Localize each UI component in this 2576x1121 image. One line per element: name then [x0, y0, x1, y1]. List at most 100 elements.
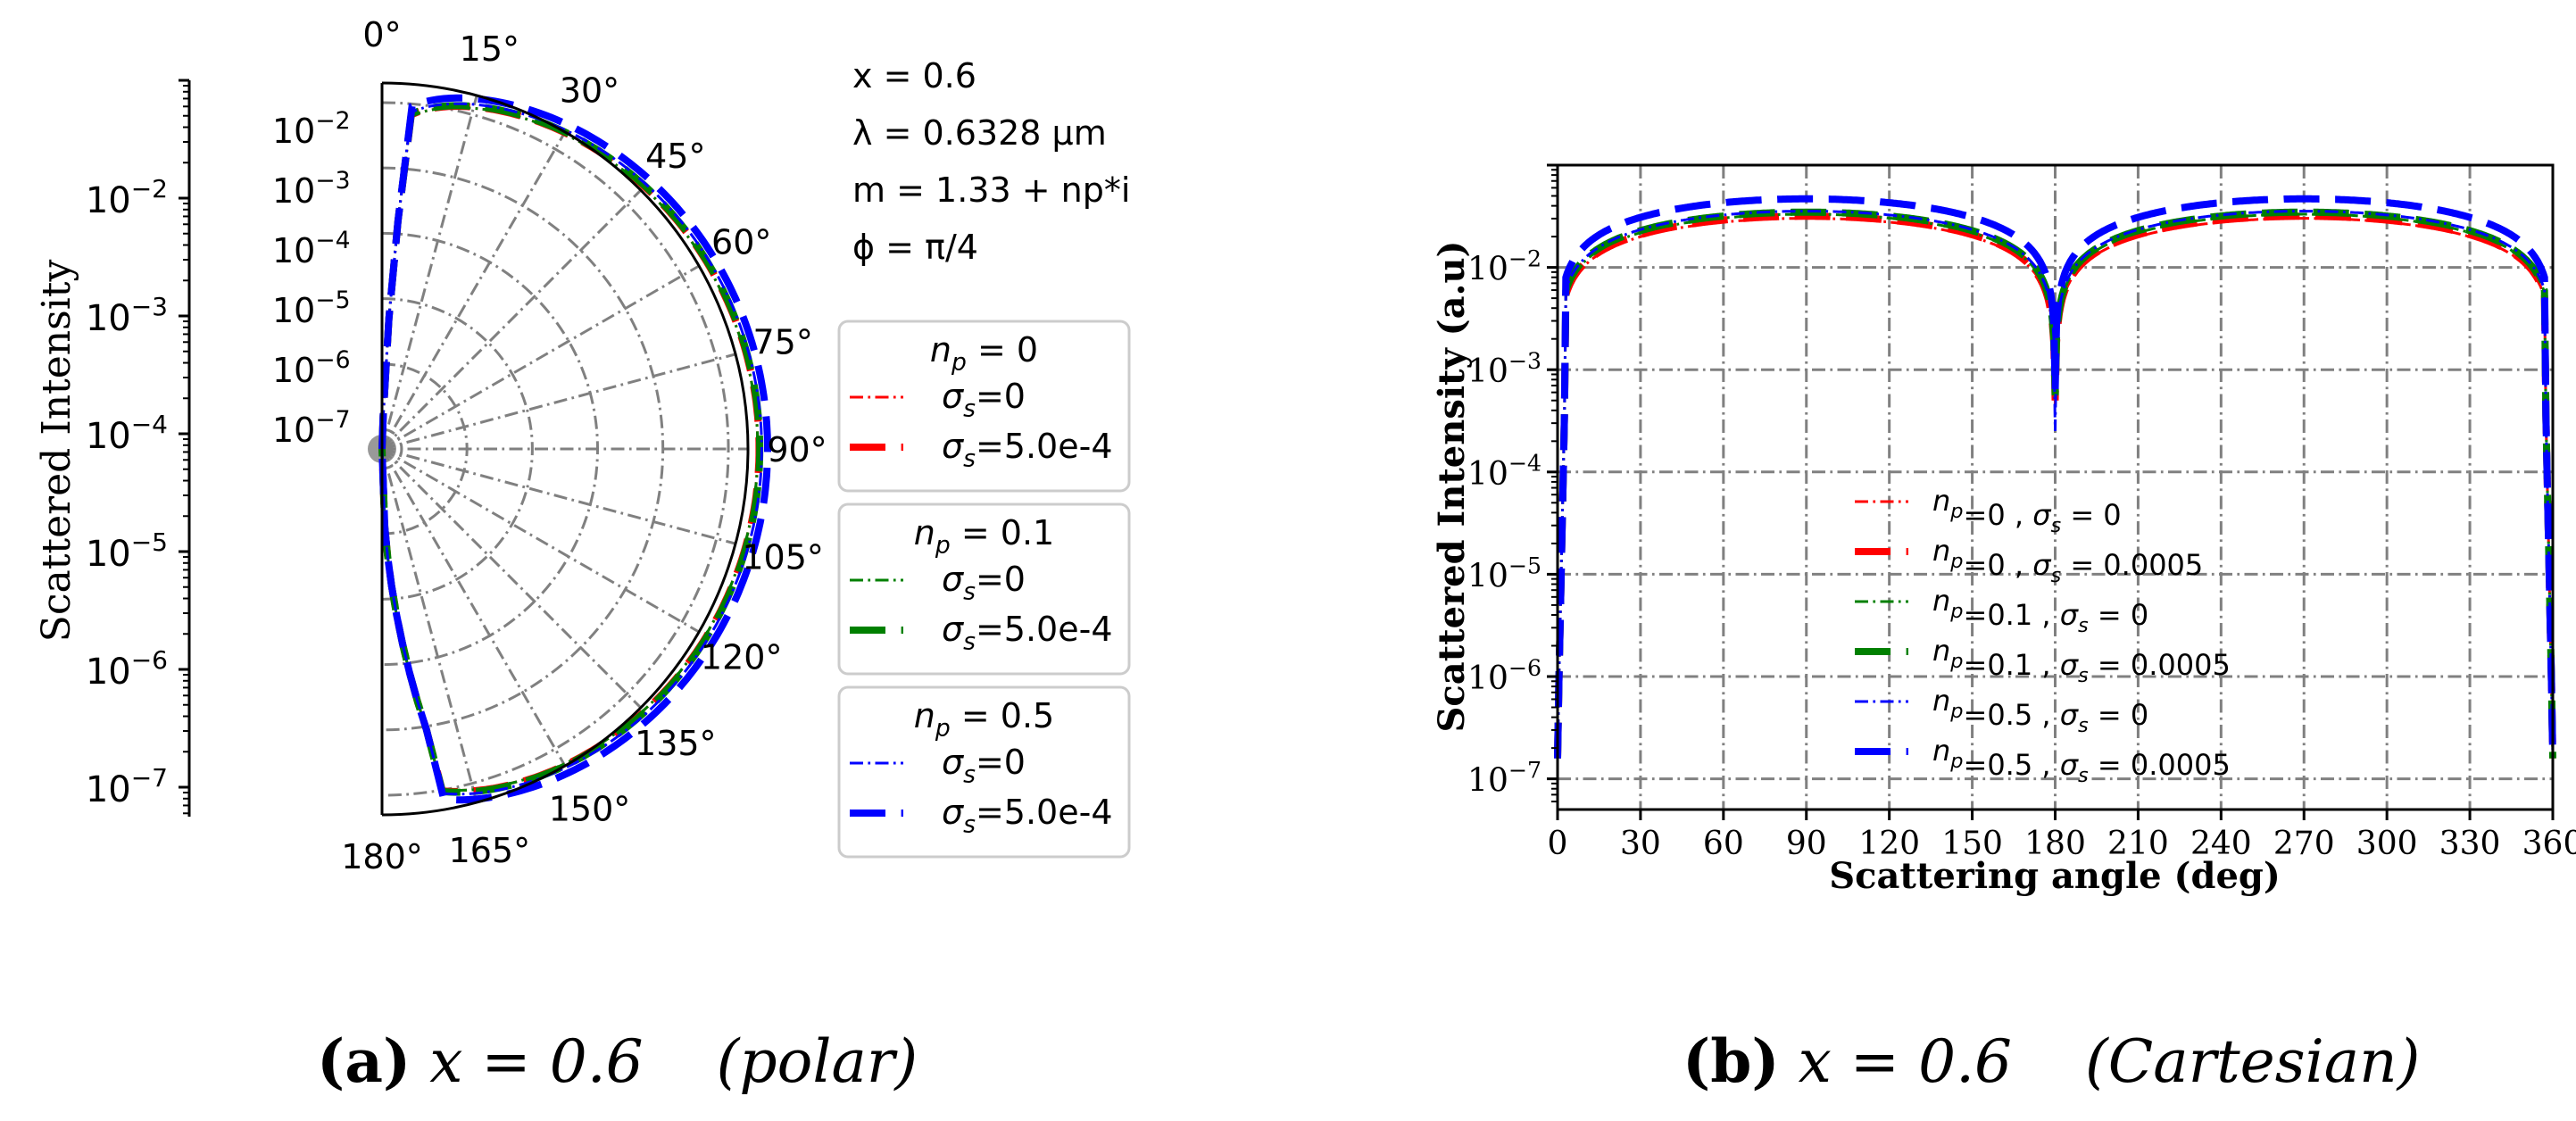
cartesian-x-tick-label: 90: [1786, 826, 1827, 862]
polar-angle-gridline: [380, 95, 478, 450]
polar-angle-tick-label: 150°: [549, 790, 631, 829]
cartesian-y-tick-label: 10−4: [1467, 451, 1541, 493]
polar-radial-gridline: [381, 297, 534, 601]
polar-outer-arc: [381, 81, 750, 817]
caption-a-label: (a): [317, 1026, 411, 1096]
polar-angle-gridline: [381, 447, 736, 545]
polar-legend-box: [837, 320, 1131, 493]
cartesian-y-tick-label: 10−6: [1467, 655, 1541, 697]
cartesian-x-tick-label: 30: [1620, 826, 1661, 862]
cartesian-y-tick-label: 10−2: [1467, 245, 1541, 287]
caption-b-mode: (Cartesian): [2085, 1027, 2421, 1096]
cartesian-x-tick-label: 210: [2107, 826, 2169, 862]
polar-legend-title: np = 0.1: [914, 513, 1054, 560]
cartesian-series-line: [1554, 195, 2556, 759]
cartesian-legend-label: np=0.5 , σs = 0.0005: [1932, 734, 2231, 787]
polar-legend-label: σs=5.0e-4: [942, 610, 1113, 656]
left-axis-tick-label: 10−6: [86, 645, 168, 693]
polar-legend: np = 0σs=0σs=5.0e-4np = 0.1σs=0σs=5.0e-4…: [837, 320, 1131, 859]
cartesian-y-tick-label: 10−3: [1467, 348, 1541, 390]
left-axis-tick-label: 10−7: [86, 763, 168, 810]
caption-b: (b) x = 0.6 (Cartesian): [1683, 1026, 2420, 1096]
cartesian-series: [1554, 195, 2556, 759]
left-axis-tick-label: 10−2: [86, 174, 168, 221]
polar-angle-tick-label: 75°: [752, 323, 812, 362]
cartesian-x-tick-label: 0: [1548, 826, 1568, 862]
polar-angle-tick-label: 30°: [560, 71, 619, 110]
cartesian-y-tick-label: 10−7: [1467, 757, 1541, 799]
polar-series-line: [380, 106, 760, 792]
polar-angle-tick-label: 135°: [635, 724, 717, 763]
polar-chart: 10−2 10−3 10−4 10−5 10−6 10−7 Scattered Inten…: [34, 15, 1131, 876]
polar-radial-tick-label: 10−3: [272, 167, 351, 211]
cartesian-x-tick-label: 180: [2024, 826, 2086, 862]
polar-legend-label: σs=0: [942, 560, 1026, 606]
polar-angle-gridline: [380, 447, 642, 709]
polar-legend-label: σs=5.0e-4: [942, 793, 1113, 839]
polar-legend-title: np = 0.5: [914, 696, 1054, 743]
cartesian-legend-label: np=0 , σs = 0: [1932, 484, 2122, 537]
polar-radial-tick-label: 10−7: [272, 406, 351, 450]
cartesian-legend-label: np=0.5 , σs = 0: [1932, 684, 2148, 737]
polar-angle-tick-label: 180°: [341, 837, 423, 876]
polar-radial-labels: 10−2 10−3 10−4 10−5 10−6 10−7: [272, 107, 351, 450]
polar-series: [378, 94, 772, 804]
polar-angle-gridline: [380, 189, 642, 451]
cartesian-x-tick-label: 60: [1703, 826, 1744, 862]
polar-angle-gridline: [380, 131, 567, 450]
polar-angle-tick-label: 90°: [767, 430, 827, 469]
left-axis-tick-label: 10−5: [86, 527, 168, 575]
caption-a: (a) x = 0.6 (polar): [317, 1026, 918, 1096]
caption-b-math: x = 0.6: [1798, 1027, 2013, 1096]
polar-legend-box: [837, 685, 1131, 859]
polar-parameter-text: x = 0.6: [852, 56, 976, 95]
cartesian-x-tick-label: 150: [1941, 826, 2003, 862]
cartesian-ylabel: Scattered Intensity (a.u): [1431, 241, 1473, 733]
polar-frame: [380, 81, 750, 817]
polar-angle-gridline: [381, 353, 736, 451]
polar-legend-label: σs=5.0e-4: [942, 427, 1113, 473]
cartesian-x-tick-label: 300: [2356, 826, 2418, 862]
polar-angle-gridline: [381, 447, 700, 634]
cartesian-legend-label: np=0.1 , σs = 0: [1932, 584, 2148, 637]
cartesian-x-tick-label: 330: [2439, 826, 2501, 862]
caption-a-math: x = 0.6: [429, 1027, 644, 1096]
polar-angle-tick-label: 15°: [460, 29, 519, 69]
polar-legend-box: [837, 502, 1131, 676]
polar-angle-gridline: [381, 264, 700, 451]
caption-b-label: (b): [1683, 1026, 1780, 1096]
polar-parameter-text: m = 1.33 + np*i: [852, 170, 1130, 210]
polar-grid: [368, 95, 748, 803]
cartesian-xlabel: Scattering angle (deg): [1829, 855, 2281, 897]
cartesian-chart: 0 30 60 90 120 150 180 210 240 270 300 330 360 10−21…: [1431, 163, 2576, 897]
polar-parameter-text: ϕ = π/4: [852, 228, 978, 267]
polar-series-line: [380, 102, 763, 796]
polar-angle-tick-label: 0°: [362, 15, 401, 54]
polar-radial-tick-label: 10−6: [272, 346, 351, 390]
cartesian-y-tick-label: 10−5: [1467, 552, 1541, 594]
cartesian-legend-label: np=0 , σs = 0.0005: [1932, 534, 2203, 587]
cartesian-y-ticks: 10−2 10−3 10−4 10−5 10−6 10−7: [1467, 163, 1558, 803]
polar-series-line: [378, 94, 772, 804]
polar-angle-gridline: [380, 448, 478, 803]
left-axis-tick-label: 10−4: [86, 410, 168, 457]
polar-radial-tick-label: 10−5: [272, 286, 351, 330]
cartesian-x-tick-label: 270: [2273, 826, 2335, 862]
caption-a-mode: (polar): [716, 1027, 918, 1096]
cartesian-x-ticks: 0 30 60 90 120 150 180 210 240 270 300 330 360: [1548, 810, 2576, 862]
polar-parameters: x = 0.6 λ = 0.6328 μm m = 1.33 + np*i ϕ = π…: [852, 56, 1130, 267]
polar-parameter-text: λ = 0.6328 μm: [852, 113, 1107, 153]
polar-legend-label: σs=0: [942, 377, 1026, 423]
left-axis-tick-label: 10−3: [86, 292, 168, 339]
polar-angle-tick-label: 45°: [645, 137, 705, 176]
polar-legend-label: σs=0: [942, 743, 1026, 789]
cartesian-x-tick-label: 360: [2522, 826, 2576, 862]
cartesian-x-tick-label: 240: [2190, 826, 2252, 862]
polar-angle-tick-label: 165°: [449, 831, 531, 870]
polar-radial-gridline: [381, 101, 730, 797]
polar-angle-tick-label: 105°: [742, 537, 824, 577]
cartesian-x-tick-label: 120: [1858, 826, 1920, 862]
polar-radial-tick-label: 10−4: [272, 227, 351, 270]
